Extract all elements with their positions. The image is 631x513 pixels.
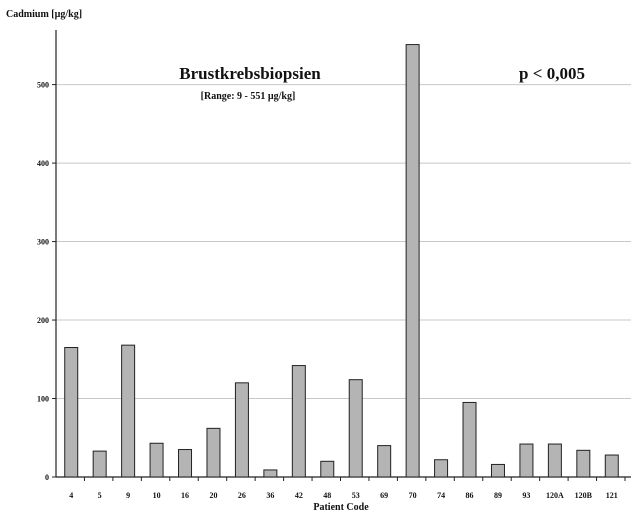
x-tick-label: 74 [437,491,445,500]
y-tick-label: 200 [37,316,49,325]
bar-120A [547,443,562,478]
y-tick-label: 0 [45,473,49,482]
x-tick-label: 5 [98,491,102,500]
bar-69 [377,445,392,478]
bar-9 [121,344,136,478]
x-tick-label: 42 [295,491,303,500]
x-tick-label: 120A [546,491,564,500]
bar-16 [178,449,193,478]
bar-53 [348,379,363,478]
x-tick-label: 70 [409,491,417,500]
p-value-annotation: p < 0,005 [519,64,585,83]
x-tick-label: 36 [266,491,274,500]
x-tick-label: 16 [181,491,189,500]
x-tick-label: 48 [323,491,331,500]
bar-74 [434,459,449,478]
bar-36 [263,469,278,478]
x-tick-label: 89 [494,491,502,500]
y-ticks: 0 100 200 300 400 500 [37,81,56,482]
bar-4 [64,347,79,478]
y-tick-label: 400 [37,159,49,168]
bar-89 [490,463,505,478]
bar-10 [149,442,164,478]
x-tick-label: 26 [238,491,246,500]
bar-48 [320,460,335,478]
bar-20 [206,427,221,478]
x-tick-label: 53 [352,491,360,500]
x-tick-label: 20 [209,491,217,500]
grid-lines [56,84,631,400]
x-tick-label: 69 [380,491,388,500]
x-tick-label: 121 [606,491,618,500]
x-tick-label: 86 [466,491,474,500]
y-axis-label: Cadmium [µg/kg] [6,9,82,20]
bar-42 [291,365,306,478]
bars [64,44,619,478]
x-tick-label: 9 [126,491,130,500]
bar-93 [519,443,534,478]
x-tick-label: 10 [153,491,161,500]
axes [55,30,631,478]
x-ticks: 4 5 9 10 16 20 26 36 42 48 53 69 70 74 86 89 93 120A 120B 1… [69,477,626,500]
chart-title: Brustkrebsbiopsien [179,64,321,83]
bar-70 [405,44,420,478]
bar-120B [576,449,591,478]
x-axis-label: Patient Code [313,502,369,513]
x-tick-label: 93 [522,491,530,500]
bar-121 [604,454,619,478]
chart-subtitle: [Range: 9 - 551 µg/kg] [201,91,296,102]
bar-86 [462,401,477,478]
bar-5 [92,450,107,478]
y-tick-label: 100 [37,395,49,404]
x-tick-label: 120B [575,491,593,500]
y-tick-label: 500 [37,81,49,90]
bar-26 [234,382,249,478]
x-tick-label: 4 [69,491,73,500]
y-tick-label: 300 [37,238,49,247]
